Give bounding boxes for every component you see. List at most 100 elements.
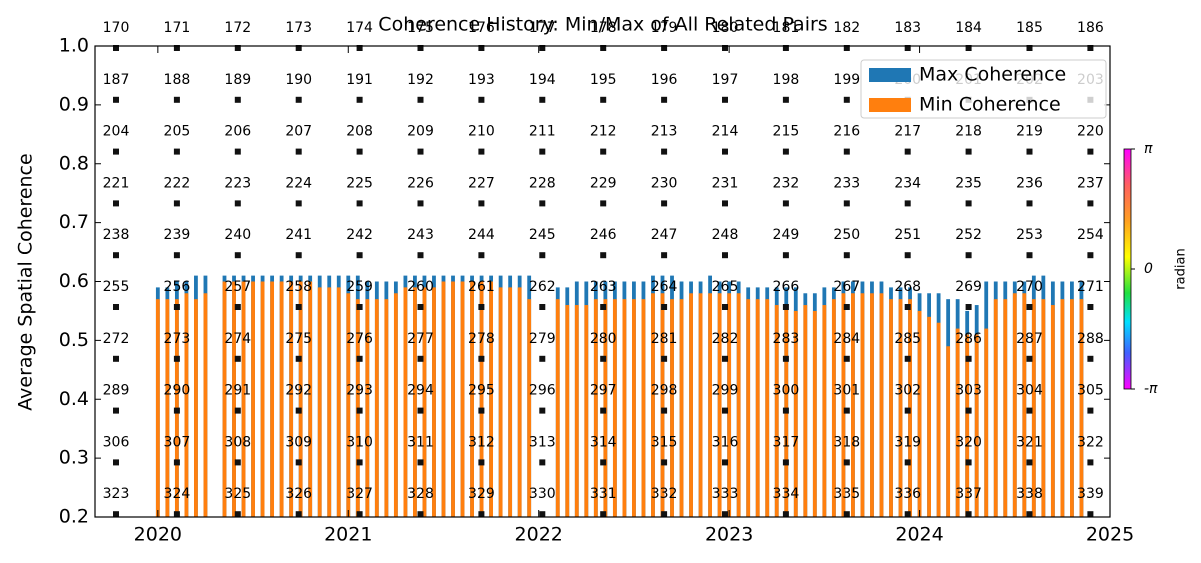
tile-marker	[965, 407, 972, 414]
tile-label: 215	[773, 124, 800, 140]
tile-marker	[113, 148, 119, 155]
tile-label: 214	[712, 124, 739, 140]
tile-label: 181	[773, 20, 800, 36]
tile-marker	[843, 355, 850, 362]
bar	[755, 299, 760, 517]
tile-marker	[478, 96, 485, 103]
colorbar-tick-label: -π	[1144, 381, 1158, 397]
tile-label: 309	[285, 434, 312, 450]
tile-label: 326	[285, 486, 312, 502]
tile-marker	[295, 252, 302, 259]
tile-label: 184	[955, 20, 982, 36]
tile-marker	[722, 45, 728, 51]
tile-label: 170	[103, 20, 130, 36]
tile-marker	[417, 148, 424, 155]
tile-marker	[539, 252, 546, 259]
tile-label: 195	[590, 72, 617, 88]
tile-label: 185	[1016, 20, 1043, 36]
tile-label: 283	[773, 331, 800, 347]
tile-marker	[539, 407, 546, 414]
tile-marker	[356, 304, 363, 310]
tile-marker	[417, 96, 424, 103]
tile-label: 319	[894, 434, 921, 450]
tile-marker	[904, 148, 911, 155]
tile-label: 289	[103, 383, 130, 399]
tile-marker	[843, 511, 850, 518]
tile-marker	[234, 355, 241, 362]
tile-label: 324	[164, 486, 191, 502]
tile-label: 327	[346, 486, 373, 502]
tile-marker	[356, 355, 363, 362]
tile-marker	[722, 355, 728, 362]
tile-marker	[661, 355, 668, 362]
bar	[1050, 305, 1055, 517]
tile-label: 323	[103, 486, 130, 502]
x-tick-label: 2023	[705, 524, 753, 546]
tile-label: 245	[529, 227, 556, 243]
tile-label: 212	[590, 124, 617, 140]
tile-marker	[782, 459, 789, 466]
tile-label: 302	[894, 383, 921, 399]
tile-label: 239	[164, 227, 191, 243]
tile-label: 172	[224, 20, 251, 36]
tile-marker	[600, 148, 607, 155]
y-tick-label: 0.3	[59, 447, 89, 469]
bar	[870, 293, 874, 517]
bar	[879, 293, 884, 517]
tile-marker	[965, 355, 972, 362]
bar	[746, 299, 751, 517]
tile-label: 320	[955, 434, 982, 450]
tile-marker	[965, 511, 972, 518]
tile-label: 197	[712, 72, 739, 88]
tile-label: 304	[1016, 383, 1043, 399]
tile-marker	[782, 511, 789, 518]
bar	[679, 299, 684, 517]
tile-marker	[356, 252, 363, 259]
bar	[993, 299, 998, 517]
tile-label: 263	[590, 279, 617, 295]
tile-label: 222	[164, 175, 191, 191]
tile-marker	[661, 252, 668, 259]
tile-label: 242	[346, 227, 373, 243]
tile-label: 279	[529, 331, 556, 347]
tile-marker	[843, 200, 850, 207]
colorbar	[1123, 148, 1132, 390]
bar	[527, 299, 532, 517]
bar	[270, 281, 275, 517]
legend-swatch	[869, 98, 911, 112]
tile-marker	[356, 511, 363, 518]
tile-marker	[356, 407, 363, 414]
tile-marker	[539, 355, 546, 362]
tile-label: 274	[224, 331, 251, 347]
tile-marker	[722, 252, 728, 259]
bar	[851, 293, 855, 517]
tile-label: 328	[407, 486, 434, 502]
tile-marker	[173, 304, 180, 310]
bar	[651, 293, 655, 517]
tile-marker	[173, 252, 180, 259]
tile-label: 303	[955, 383, 982, 399]
tile-label: 330	[529, 486, 556, 502]
tile-label: 285	[894, 331, 921, 347]
tile-label: 308	[224, 434, 251, 450]
tile-label: 188	[164, 72, 191, 88]
tile-label: 310	[346, 434, 373, 450]
tile-label: 331	[590, 486, 617, 502]
bar	[470, 281, 474, 517]
bar	[946, 346, 951, 517]
tile-marker	[843, 252, 850, 259]
tile-marker	[600, 96, 607, 103]
tile-label: 173	[285, 20, 312, 36]
tile-marker	[478, 252, 485, 259]
tile-label: 190	[285, 72, 312, 88]
tile-marker	[722, 148, 728, 155]
tile-label: 256	[164, 279, 191, 295]
tile-label: 237	[1077, 175, 1104, 191]
tile-marker	[661, 459, 668, 466]
tile-label: 258	[285, 279, 312, 295]
tile-marker	[1026, 304, 1033, 310]
tile-label: 211	[529, 124, 556, 140]
tile-label: 178	[590, 20, 617, 36]
bar	[632, 299, 636, 517]
tile-marker	[965, 148, 972, 155]
